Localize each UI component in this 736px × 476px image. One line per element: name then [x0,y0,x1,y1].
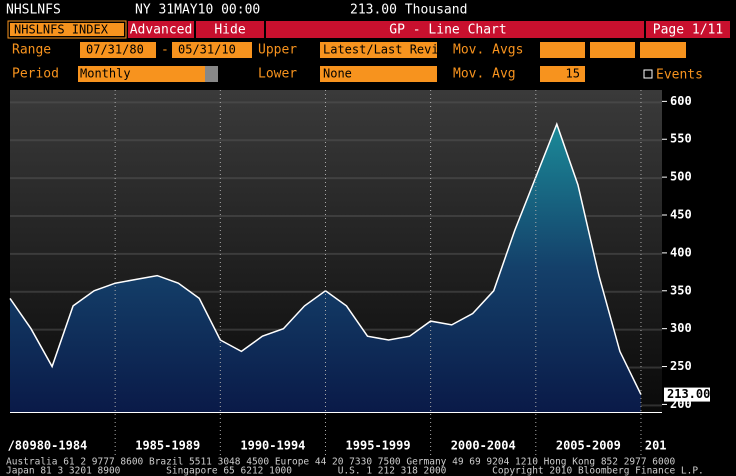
x-tick-label: 201 [645,439,667,453]
y-tick-label: 450 [670,208,692,222]
grid-band [10,252,662,255]
page: Page 1/11 [653,23,723,38]
x-tick-label: 1995-1999 [346,439,411,453]
grid-band [10,290,662,293]
y-tick-label: 350 [670,283,692,297]
movavg-field[interactable] [540,42,585,58]
period: Monthly [80,67,131,81]
advanced-button[interactable] [128,21,194,38]
upper-field[interactable] [320,42,437,58]
last-value: 213.00 Thousand [350,3,467,18]
lower-field[interactable] [320,66,437,82]
y-tick-label: 400 [670,245,692,259]
x-tick-label: 1990-1994 [240,439,305,453]
movavg-field[interactable] [640,42,686,58]
hide: Hide [214,23,245,38]
end: 05/31/10 [178,43,236,57]
movavg-field[interactable] [590,42,635,58]
grid-band [10,177,662,180]
upper: Latest/Last Revi [323,43,439,57]
start: 07/31/80 [86,43,144,57]
footer: Australia 61 2 9777 8600 Brazil 5511 304… [6,457,675,468]
x-tick-label: 1985-1989 [135,439,200,453]
y-tick-label: 600 [670,94,692,108]
function-title: GP - Line Chart [389,23,506,38]
last-value-label: 213.00 [667,387,710,401]
security: NHSLNFS INDEX [14,23,109,37]
axis-line [10,412,662,413]
grid-band [10,101,662,104]
movavg-period-field[interactable] [540,66,585,82]
dropdown[interactable] [205,66,218,82]
x-tick-label: 980-1984 [29,439,87,453]
y-tick-label: 500 [670,170,692,184]
page-box [646,21,730,38]
footer: Japan 81 3 3201 8900 Singapore 65 6212 1… [6,466,704,476]
movavg: 15 [566,67,580,81]
movavg-label: Mov. Avg [453,67,516,82]
last-value-box [664,387,710,402]
end-field[interactable] [172,42,252,58]
area [10,124,641,412]
period-field[interactable] [78,66,218,82]
grid-band [10,139,662,142]
period-label: Period [12,67,59,82]
events-checkbox[interactable] [643,69,653,79]
lower: None [323,67,352,81]
lower-label: Lower [258,67,297,82]
y-tick-label: 300 [670,321,692,335]
start-field[interactable] [80,42,156,58]
x-axis-band [0,430,668,456]
range-label: Range [12,43,51,58]
x-tick-label: /80 [8,439,30,453]
y-tick-label: 250 [670,359,692,373]
x-tick-label: 2005-2009 [556,439,621,453]
grid-band [10,215,662,218]
upper-label: Upper [258,43,297,58]
events: Events [656,68,703,83]
x-tick-label: 2000-2004 [451,439,516,453]
timestamp: NY 31MAY10 00:00 [135,3,260,18]
hide-button[interactable] [196,21,264,38]
movavgs-label: Mov. Avgs [453,43,523,58]
header-bar [0,0,736,20]
title-bar [266,21,644,38]
dash: - [161,43,169,58]
security-tab-fill [10,23,124,36]
advanced: Advanced [130,23,193,38]
ticker: NHSLNFS [6,3,61,18]
y-tick-label: 550 [670,132,692,146]
